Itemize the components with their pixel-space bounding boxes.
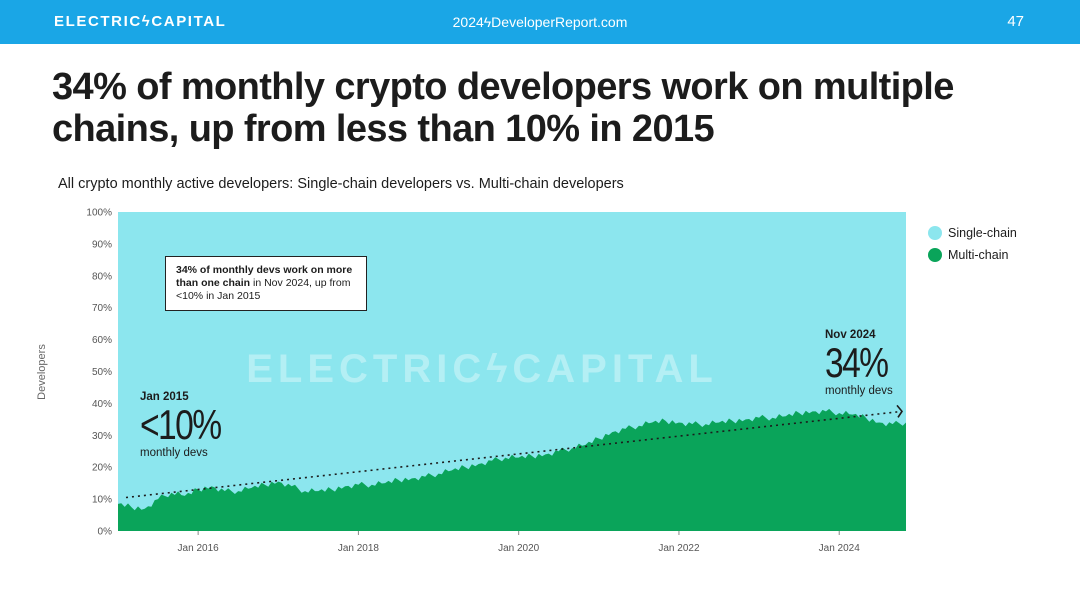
y-axis-ticks: 0% 10% 20% 30% 40% 50% 60% 70% 80% 90% 100% bbox=[86, 208, 112, 538]
single-chain-swatch-icon bbox=[928, 226, 942, 240]
y-tick-label: 90% bbox=[92, 239, 112, 250]
multi-chain-area bbox=[118, 408, 906, 531]
x-tick-label: Jan 2018 bbox=[338, 543, 380, 554]
x-tick-label: Jan 2016 bbox=[178, 543, 220, 554]
callout-text: in Nov 2024, up from <10% in Jan 2015 bbox=[176, 277, 351, 302]
y-tick-label: 0% bbox=[98, 527, 113, 538]
annotation-right-caption: monthly devs bbox=[825, 385, 893, 397]
y-tick-label: 20% bbox=[92, 463, 112, 474]
annotation-right-value: 34% bbox=[825, 339, 889, 386]
page-title: 34% of monthly crypto developers work on… bbox=[52, 66, 954, 150]
chart-title: All crypto monthly active developers: Si… bbox=[58, 176, 624, 192]
y-tick-label: 70% bbox=[92, 303, 112, 314]
annotation-jan-2015: Jan 2015 <10% monthly devs bbox=[140, 391, 241, 459]
legend: Single-chain Multi-chain bbox=[928, 222, 1017, 266]
annotation-right-date: Nov 2024 bbox=[825, 329, 876, 341]
trend-line bbox=[125, 410, 903, 499]
legend-item-multi-chain[interactable]: Multi-chain bbox=[928, 244, 1017, 266]
y-tick-label: 40% bbox=[92, 399, 112, 410]
legend-label-multi-chain: Multi-chain bbox=[948, 248, 1009, 262]
annotation-left-date: Jan 2015 bbox=[140, 391, 189, 403]
x-tick-label: Jan 2020 bbox=[498, 543, 540, 554]
y-tick-label: 10% bbox=[92, 495, 112, 506]
callout-box: 34% of monthly devs work on more than on… bbox=[165, 256, 367, 311]
multi-chain-swatch-icon bbox=[928, 248, 942, 262]
annotation-nov-2024: Nov 2024 34% monthly devs bbox=[825, 329, 903, 397]
x-axis-ticks: Jan 2016 Jan 2018 Jan 2020 Jan 2022 Jan 2024 bbox=[178, 531, 861, 554]
y-tick-label: 50% bbox=[92, 367, 112, 378]
page-number: 47 bbox=[1007, 13, 1024, 30]
callout-bold-text: 34% of monthly devs work on more than on… bbox=[176, 264, 353, 289]
annotation-left-caption: monthly devs bbox=[140, 447, 208, 459]
y-tick-label: 100% bbox=[86, 208, 112, 219]
brand-logo: ELECTRICϟCAPITAL bbox=[54, 13, 227, 30]
top-bar: ELECTRICϟCAPITAL 2024ϟDeveloperReport.co… bbox=[0, 0, 1080, 44]
y-tick-label: 80% bbox=[92, 271, 112, 282]
annotation-left-value: <10% bbox=[140, 401, 222, 448]
y-tick-label: 30% bbox=[92, 431, 112, 442]
x-tick-label: Jan 2024 bbox=[819, 543, 861, 554]
watermark: ELECTRICϟCAPITAL bbox=[246, 347, 718, 391]
trend-arrow-icon bbox=[896, 404, 903, 418]
legend-item-single-chain[interactable]: Single-chain bbox=[928, 222, 1017, 244]
y-tick-label: 60% bbox=[92, 335, 112, 346]
site-url[interactable]: 2024ϟDeveloperReport.com bbox=[452, 14, 628, 30]
x-tick-label: Jan 2022 bbox=[658, 543, 700, 554]
legend-label-single-chain: Single-chain bbox=[948, 226, 1017, 240]
